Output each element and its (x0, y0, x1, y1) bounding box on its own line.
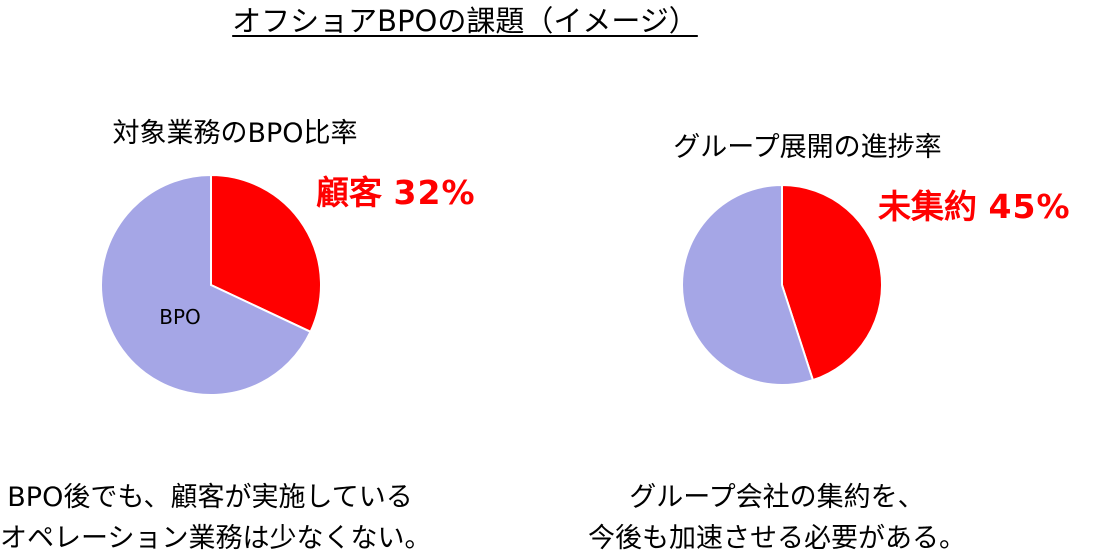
right-caption-line-1: グループ会社の集約を、 (629, 482, 925, 513)
left-callout-label: 顧客 (316, 173, 382, 212)
left-chart-title: 対象業務のBPO比率 (112, 118, 358, 149)
right-pie-chart (681, 183, 884, 386)
left-caption: BPO後でも、顧客が実施している オペレーション業務は少なくない。 (0, 477, 432, 557)
pie-slice-remainder (681, 183, 815, 386)
slide-title: オフショアBPOの課題（イメージ） (232, 4, 698, 38)
right-pie-slices (681, 183, 884, 386)
right-callout-label: 未集約 (878, 187, 977, 226)
left-pie-chart: BPO (100, 173, 322, 396)
left-pie-bpo-label: BPO (159, 305, 201, 329)
right-caption: グループ会社の集約を、 今後も加速させる必要がある。 (567, 477, 987, 557)
pie-slice-bpo (100, 173, 312, 396)
right-caption-line-2: 今後も加速させる必要がある。 (588, 523, 966, 554)
right-chart-title: グループ展開の進捗率 (673, 132, 942, 163)
left-pie-slices (100, 173, 322, 396)
pie-slice-customer (210, 173, 322, 334)
left-caption-line-1: BPO後でも、顧客が実施している (7, 482, 413, 513)
right-callout-percent: 45% (988, 187, 1071, 226)
pie-slice-unconsolidated (781, 183, 884, 382)
left-caption-line-2: オペレーション業務は少なくない。 (0, 523, 432, 554)
right-chart-callout: 未集約 45% (878, 187, 1071, 227)
left-callout-percent: 32% (393, 173, 476, 212)
left-chart-callout: 顧客 32% (316, 173, 476, 213)
